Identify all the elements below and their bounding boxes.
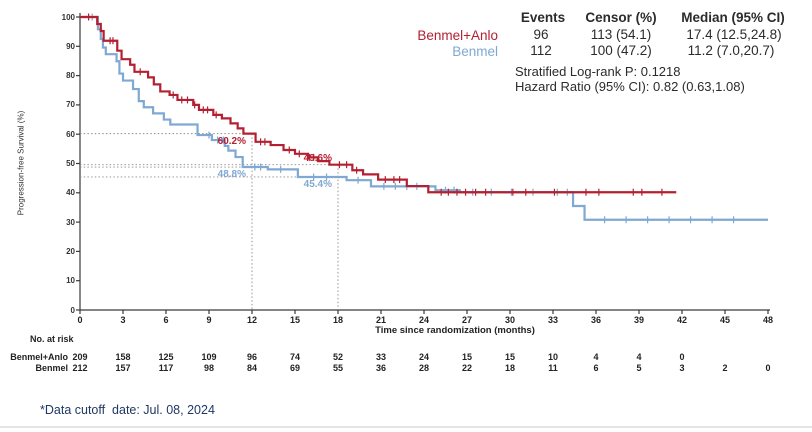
x-tick-label: 42 bbox=[676, 315, 687, 325]
y-tick-label: 100 bbox=[61, 12, 75, 22]
y-tick-label: 20 bbox=[66, 246, 75, 256]
x-tick-label: 39 bbox=[633, 315, 644, 325]
x-tick-label: 24 bbox=[418, 315, 429, 325]
risk-value: 212 bbox=[72, 363, 88, 373]
risk-value: 22 bbox=[461, 363, 472, 373]
benmel-curve bbox=[80, 15, 768, 221]
legend-label-benmel: Benmel bbox=[452, 44, 498, 59]
x-tick-label: 21 bbox=[375, 315, 386, 325]
x-tick-label: 0 bbox=[77, 315, 83, 325]
x-tick-label: 3 bbox=[120, 315, 126, 325]
y-axis-title: Progression-free Survival (%) bbox=[16, 110, 26, 216]
annotation-49.6%: 49.6% bbox=[303, 152, 332, 164]
x-tick-label: 6 bbox=[163, 315, 169, 325]
annotation-48.8%: 48.8% bbox=[217, 169, 246, 181]
benmel-anlo-curve bbox=[80, 15, 677, 194]
risk-value: 15 bbox=[461, 352, 472, 362]
risk-value: 157 bbox=[115, 363, 131, 373]
x-tick-label: 36 bbox=[590, 315, 601, 325]
risk-value: 74 bbox=[289, 352, 300, 362]
risk-value: 209 bbox=[72, 352, 88, 362]
x-tick-label: 30 bbox=[504, 315, 515, 325]
risk-value: 98 bbox=[203, 363, 214, 373]
risk-value: 52 bbox=[332, 352, 343, 362]
y-tick-label: 50 bbox=[66, 159, 75, 168]
summary-events-benmel-anlo: 96 bbox=[533, 27, 549, 42]
bottom-divider bbox=[0, 426, 812, 428]
x-tick-label: 15 bbox=[289, 315, 300, 325]
risk-value: 33 bbox=[375, 352, 386, 362]
risk-rowlabel-benmel-anlo: Benmel+Anlo bbox=[10, 352, 68, 362]
hazard-ratio-text: Hazard Ratio (95% CI): 0.82 (0.63,1.08) bbox=[515, 79, 745, 94]
x-tick-label: 48 bbox=[762, 315, 773, 325]
risk-value: 11 bbox=[548, 363, 558, 373]
x-tick-label: 18 bbox=[332, 315, 343, 325]
risk-value: 36 bbox=[375, 363, 386, 373]
x-tick-label: 33 bbox=[547, 315, 558, 325]
risk-value: 109 bbox=[201, 352, 217, 362]
logrank-p-text: Stratified Log-rank P: 0.1218 bbox=[515, 64, 681, 79]
annotation-45.4%: 45.4% bbox=[303, 178, 332, 190]
risk-value: 3 bbox=[679, 363, 685, 373]
risk-value: 15 bbox=[504, 352, 515, 362]
risk-rowlabel-benmel: Benmel bbox=[35, 363, 68, 373]
y-tick-label: 60 bbox=[66, 129, 75, 139]
risk-value: 84 bbox=[246, 363, 257, 373]
risk-value: 117 bbox=[158, 363, 174, 373]
summary-median-benmel: 11.2 (7.0,20.7) bbox=[687, 43, 775, 58]
risk-value: 18 bbox=[504, 363, 515, 373]
risk-value: 158 bbox=[115, 352, 131, 362]
y-tick-label: 0 bbox=[70, 305, 75, 315]
risk-value: 96 bbox=[246, 352, 257, 362]
summary-censor-benmel: 100 (47.2) bbox=[590, 43, 652, 58]
risk-value: 0 bbox=[679, 352, 685, 362]
risk-value: 6 bbox=[593, 363, 599, 373]
summary-header-censor: Censor (%) bbox=[585, 10, 657, 25]
y-tick-label: 10 bbox=[66, 276, 75, 286]
x-tick-label: 27 bbox=[461, 315, 472, 325]
x-tick-label: 12 bbox=[246, 315, 257, 325]
risk-value: 24 bbox=[418, 352, 429, 362]
y-tick-label: 90 bbox=[66, 41, 75, 51]
data-cutoff-note: *Data cutoff date: Jul. 08, 2024 bbox=[40, 403, 215, 417]
y-tick-label: 70 bbox=[66, 100, 75, 110]
annotation-60.2%: 60.2% bbox=[217, 135, 246, 147]
summary-header-median: Median (95% CI) bbox=[681, 10, 785, 25]
risk-value: 4 bbox=[636, 352, 642, 362]
x-tick-label: 9 bbox=[206, 315, 212, 325]
risk-value: 55 bbox=[332, 363, 343, 373]
legend-label-benmel-anlo: Benmel+Anlo bbox=[417, 28, 498, 43]
summary-header-events: Events bbox=[520, 10, 566, 25]
x-tick-label: 45 bbox=[719, 315, 730, 325]
summary-censor-benmel-anlo: 113 (54.1) bbox=[590, 27, 652, 42]
risk-value: 5 bbox=[636, 363, 642, 373]
y-tick-label: 40 bbox=[66, 188, 75, 198]
risk-value: 4 bbox=[593, 352, 599, 362]
risk-value: 125 bbox=[158, 352, 174, 362]
summary-median-benmel-anlo: 17.4 (12.5,24.8) bbox=[686, 27, 782, 42]
risk-table-title: No. at risk bbox=[30, 334, 74, 344]
x-axis-title: Time since randomization (months) bbox=[375, 325, 535, 336]
y-tick-label: 80 bbox=[66, 71, 75, 81]
risk-value: 28 bbox=[418, 363, 429, 373]
risk-value: 10 bbox=[547, 352, 558, 362]
y-tick-label: 30 bbox=[66, 217, 75, 227]
risk-value: 69 bbox=[289, 363, 300, 373]
summary-events-benmel: 112 bbox=[530, 43, 552, 58]
risk-value: 2 bbox=[722, 363, 728, 373]
risk-value: 0 bbox=[765, 363, 771, 373]
